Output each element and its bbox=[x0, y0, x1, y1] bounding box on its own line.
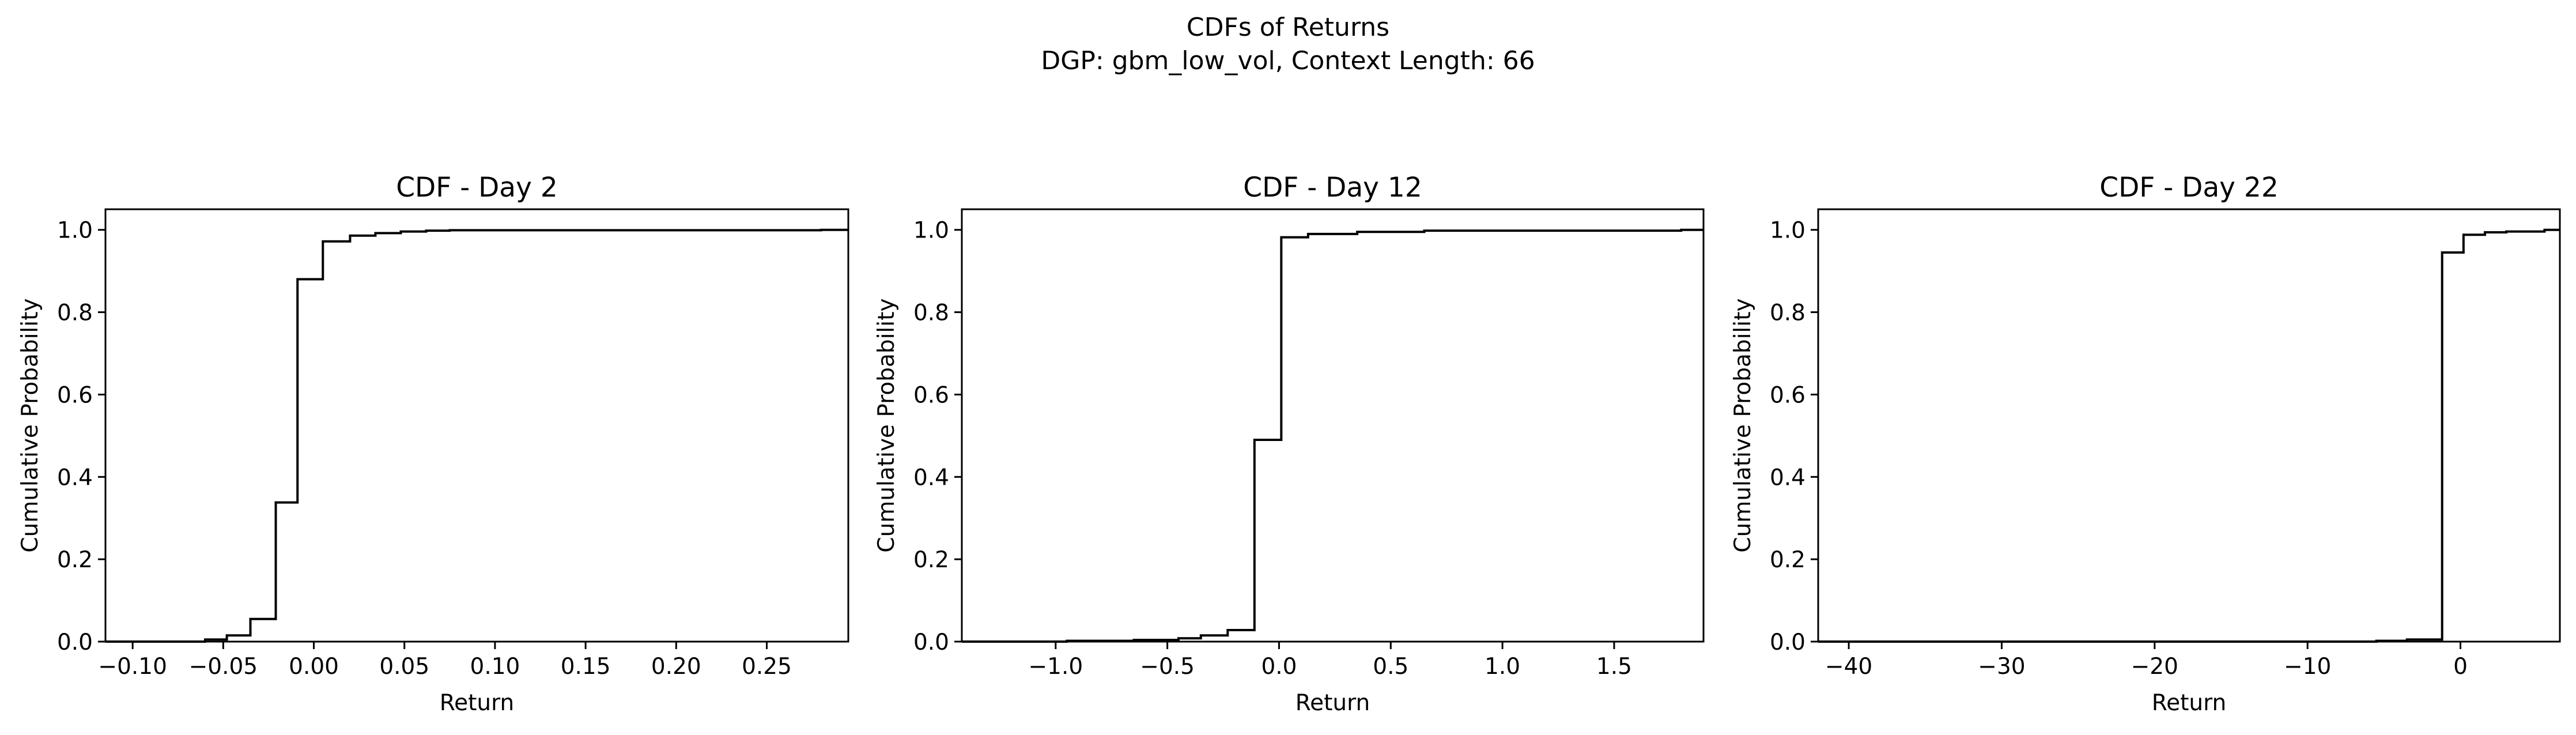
x-tick-label: −0.5 bbox=[1140, 654, 1195, 680]
y-tick-label: 0.8 bbox=[57, 300, 93, 326]
x-tick-label: 0.5 bbox=[1373, 654, 1408, 680]
y-tick-label: 0.8 bbox=[913, 300, 949, 326]
y-tick-label: 0.6 bbox=[57, 382, 93, 408]
y-tick-label: 0.6 bbox=[913, 382, 949, 408]
x-tick-label: −20 bbox=[2131, 654, 2178, 680]
x-tick-label: 0 bbox=[2453, 654, 2468, 680]
x-tick-label: −30 bbox=[1978, 654, 2025, 680]
x-tick-label: −1.0 bbox=[1028, 654, 1083, 680]
cdf-panel-1: −0.10 −0.05 0.00 0.05 0.10 0.15 0.20 0.25 0.0 0.2… bbox=[17, 172, 849, 716]
y-tick-label: 0.2 bbox=[1770, 547, 1806, 573]
x-tick-label: −10 bbox=[2284, 654, 2331, 680]
x-tick-label: −0.05 bbox=[189, 654, 258, 680]
cdf-step-line bbox=[962, 228, 1704, 643]
y-tick-label: 0.8 bbox=[1770, 300, 1806, 326]
x-tick-label: 1.5 bbox=[1596, 654, 1632, 680]
cdf-step-line bbox=[105, 228, 848, 643]
y-tick-label: 1.0 bbox=[913, 218, 949, 244]
x-tick-label: 1.0 bbox=[1485, 654, 1520, 680]
y-tick-label: 0.4 bbox=[1770, 465, 1806, 491]
y-tick-label: 0.4 bbox=[57, 465, 93, 491]
y-tick-label: 0.2 bbox=[57, 547, 93, 573]
x-tick-label: 0.20 bbox=[651, 654, 701, 680]
axes-frame bbox=[1817, 208, 2561, 643]
x-tick-label: 0.25 bbox=[742, 654, 792, 680]
cdf-step-line bbox=[1818, 228, 2560, 643]
x-tick-label: 0.15 bbox=[561, 654, 611, 680]
y-axis-label: Cumulative Probability bbox=[1730, 298, 1756, 552]
y-tick-label: 0.0 bbox=[57, 630, 93, 655]
x-axis-label: Return bbox=[1295, 690, 1370, 716]
x-tick-label: −0.10 bbox=[98, 654, 167, 680]
y-axis-label: Cumulative Probability bbox=[874, 298, 900, 552]
cdf-panel-3: −40 −30 −20 −10 0 0.0 0.2 0.4 0.6 0.8 1.0 CDF - Day… bbox=[1730, 172, 2561, 716]
x-tick-label: 0.00 bbox=[289, 654, 339, 680]
y-axis-label: Cumulative Probability bbox=[17, 298, 43, 552]
panel-title: CDF - Day 12 bbox=[1243, 172, 1422, 203]
y-tick-label: 0.0 bbox=[1770, 630, 1806, 655]
panel-title: CDF - Day 22 bbox=[2099, 172, 2278, 203]
y-tick-label: 0.2 bbox=[913, 547, 949, 573]
figure-title-line2: DGP: gbm_low_vol, Context Length: 66 bbox=[1041, 46, 1535, 76]
x-tick-label: 0.10 bbox=[470, 654, 520, 680]
figure-title-line1: CDFs of Returns bbox=[1187, 13, 1389, 42]
y-tick-label: 0.4 bbox=[913, 465, 949, 491]
x-axis-label: Return bbox=[440, 690, 514, 716]
x-tick-label: −40 bbox=[1825, 654, 1872, 680]
x-tick-label: 0.05 bbox=[379, 654, 429, 680]
panel-title: CDF - Day 2 bbox=[396, 172, 558, 203]
axes-frame bbox=[104, 208, 849, 643]
y-tick-label: 1.0 bbox=[1770, 218, 1806, 244]
axes-frame bbox=[961, 208, 1705, 643]
x-axis-label: Return bbox=[2152, 690, 2226, 716]
y-tick-label: 0.0 bbox=[913, 630, 949, 655]
cdf-panel-2: −1.0 −0.5 0.0 0.5 1.0 1.5 0.0 0.2 0.4 0.6 0.8 1.0 CD… bbox=[874, 172, 1705, 716]
y-tick-label: 1.0 bbox=[57, 218, 93, 244]
y-tick-label: 0.6 bbox=[1770, 382, 1806, 408]
x-tick-label: 0.0 bbox=[1261, 654, 1297, 680]
